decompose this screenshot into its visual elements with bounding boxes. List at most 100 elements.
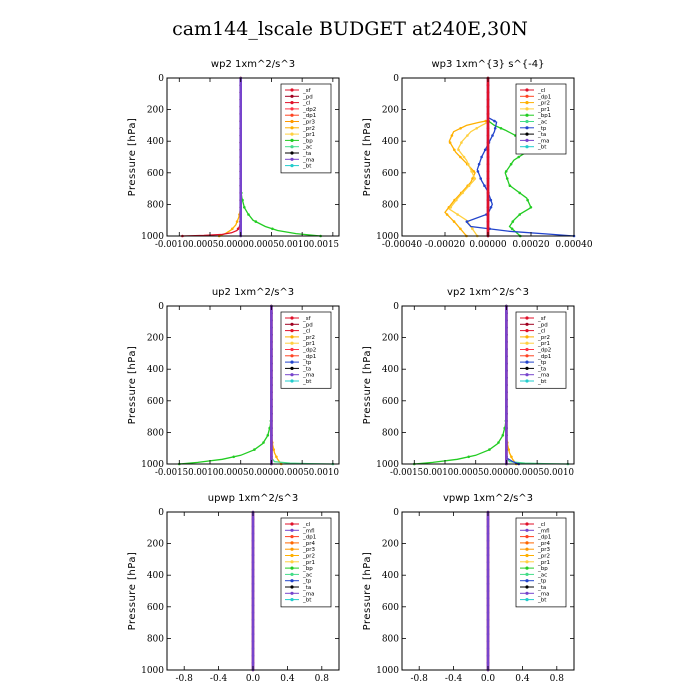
y-axis-label: Pressure [hPa] [127, 552, 138, 631]
series-marker-_dp1 [486, 134, 490, 137]
series-marker-_ma [270, 419, 273, 423]
legend-marker [290, 88, 294, 92]
series-marker-_bp1 [505, 177, 509, 180]
series-marker-_dp1 [253, 448, 256, 451]
series-marker-_ma [251, 568, 255, 571]
y-tick-label: 600 [147, 603, 164, 613]
series-marker-_ma [486, 532, 490, 535]
series-marker-_ma [251, 539, 255, 542]
series-marker-_ma [505, 448, 508, 451]
series-marker-_pr1 [457, 148, 460, 152]
legend-marker [525, 553, 529, 558]
y-tick-label: 600 [147, 169, 164, 179]
series-marker-_dp1 [486, 213, 490, 216]
y-tick-label: 1000 [376, 460, 399, 470]
series-marker-_dp1 [467, 455, 471, 459]
x-tick-label: -0.4 [445, 674, 463, 684]
series-marker-_pr2 [459, 227, 462, 231]
legend-marker [525, 322, 529, 326]
series-marker-_ma [486, 561, 490, 564]
legend-marker [525, 347, 529, 352]
legend-marker [525, 316, 529, 320]
panel-title: vp2 1xm^2/s^3 [447, 287, 529, 298]
series-marker-_tp [476, 170, 480, 173]
series-marker-_ma [251, 661, 255, 665]
legend-entry: _pd [302, 94, 313, 100]
legend-entry: _bp [537, 566, 548, 572]
x-tick-label: 0.00000 [469, 240, 506, 250]
legend-entry: _tp [302, 360, 312, 366]
panel-4: vp2 1xm^2/s^3 Pressure [hPa] 0 200 400 600 800… [362, 287, 575, 478]
legend-marker [290, 373, 294, 377]
series-marker-_pr2 [275, 455, 278, 459]
legend-marker [290, 94, 294, 98]
legend-entry: _pr2 [302, 554, 315, 560]
series-marker-_bp1 [529, 206, 533, 209]
series-marker-_ma [251, 517, 255, 521]
series-marker-_tp [489, 206, 493, 209]
y-tick-label: 400 [147, 137, 164, 147]
series-marker-_dp1 [232, 455, 235, 459]
legend-entry: _cl [537, 329, 546, 335]
legend-entry: _ac [537, 572, 547, 578]
legend-marker [525, 560, 529, 564]
series-marker-_ma [505, 419, 508, 423]
series-marker-_ma [239, 198, 242, 202]
x-tick-label: 0.4 [515, 674, 530, 684]
legend-entry: _ta [537, 132, 546, 138]
series-marker-_pr1 [449, 206, 453, 209]
x-tick-labels: -0.00100.00050.00000.00050.00100.0015 [155, 240, 339, 250]
y-axis-label: Pressure [hPa] [127, 346, 138, 425]
series-marker-_ma [505, 362, 508, 365]
series-marker-_tp [477, 162, 481, 166]
series-marker-_ma [251, 582, 255, 586]
series-marker-_ma [486, 553, 490, 557]
legend-marker [290, 329, 294, 333]
x-tick-label: -0.00040 [382, 240, 423, 250]
series-marker-_pr2 [452, 220, 456, 223]
x-tick-label: 0.0 [481, 674, 496, 684]
series-marker-_ma [270, 426, 273, 430]
panel-title: vpwp 1xm^2/s^3 [443, 493, 533, 504]
legend-entry: _pr4 [302, 541, 316, 547]
series-marker-_ma [486, 596, 490, 600]
legend-entry: _mfl [302, 528, 315, 534]
y-tick-label: 200 [382, 106, 399, 116]
series-marker-_pr1 [471, 227, 474, 231]
series-marker-_ma [505, 326, 508, 329]
series-marker-_dp1 [486, 191, 490, 195]
series-marker-_pr1 [460, 141, 463, 144]
legend-marker [525, 145, 529, 149]
series-marker-_ma [486, 517, 490, 521]
series-marker-_dp1 [486, 105, 490, 108]
panel-6: vpwp 1xm^2/s^3 Pressure [hPa] 0 200 400 600 80… [362, 493, 575, 684]
series-line-_bp1 [487, 78, 533, 237]
legend-entry: _pr2 [537, 335, 550, 341]
series-marker-_dp1 [486, 112, 490, 116]
legend-marker [525, 598, 529, 602]
legend-entry: _pr3 [537, 547, 551, 553]
legend-entry: _pr1 [302, 560, 315, 566]
series-marker-_ma [270, 369, 273, 372]
series-marker-_ma [505, 347, 508, 351]
y-tick-label: 400 [382, 137, 399, 147]
series-marker-_ma [505, 369, 508, 372]
series-marker-_ma [505, 434, 508, 437]
legend-marker [525, 94, 529, 98]
legend-marker [290, 107, 294, 111]
series-marker-_ma [486, 525, 490, 528]
series-marker-_ma [505, 455, 508, 459]
series-marker-_ma [239, 127, 242, 130]
y-tick-label: 1000 [376, 666, 399, 676]
legend-marker [525, 379, 529, 383]
legend-marker [525, 107, 529, 111]
legend-entry: _dp2 [537, 348, 551, 354]
legend-marker [525, 535, 529, 539]
series-marker-_ma [505, 398, 508, 401]
legend-marker [290, 119, 294, 124]
series-marker-_ma [239, 191, 242, 195]
legend-entry: _ac [302, 145, 312, 151]
y-tick-label: 800 [382, 428, 399, 438]
series-marker-_ma [486, 575, 490, 578]
series-marker-_tp [465, 220, 469, 223]
